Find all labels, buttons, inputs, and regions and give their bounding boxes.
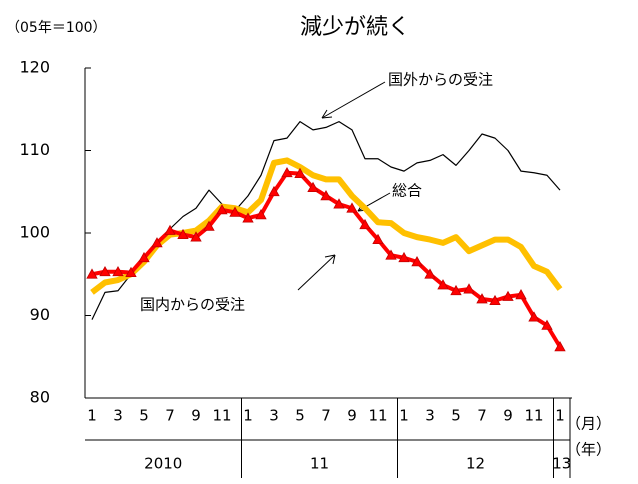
x-tick-label: 5	[295, 407, 305, 425]
x-unit-month: （月）	[566, 415, 611, 433]
x-tick-label: 7	[321, 407, 331, 425]
marker	[242, 212, 254, 223]
marker	[476, 293, 488, 304]
marker	[151, 237, 163, 248]
arrow-head	[321, 109, 333, 119]
annotation: 総合	[392, 182, 422, 200]
annotation: 国外からの受注	[388, 71, 493, 89]
x-tick-label: 7	[165, 407, 175, 425]
marker	[333, 198, 345, 209]
year-label: 2010	[144, 455, 182, 473]
marker	[359, 218, 371, 230]
marker	[424, 268, 436, 279]
marker	[307, 181, 319, 193]
marker	[125, 266, 137, 277]
marker	[437, 279, 449, 290]
marker	[346, 202, 358, 213]
year-label: 12	[466, 455, 485, 473]
marker	[411, 256, 423, 267]
series-line	[91, 121, 561, 320]
x-tick-label: 3	[425, 407, 435, 425]
x-tick-label: 11	[212, 407, 231, 425]
marker	[99, 265, 111, 277]
x-tick-label: 9	[191, 407, 201, 425]
series-line	[90, 157, 563, 295]
arrow	[297, 254, 336, 291]
x-tick-label: 1	[555, 407, 565, 425]
y-tick-label: 120	[19, 58, 50, 77]
y-axis-label: （05年＝100）	[6, 20, 107, 36]
marker	[255, 209, 267, 220]
marker	[385, 249, 397, 260]
y-tick-label: 110	[19, 140, 50, 159]
x-tick-label: 1	[87, 407, 97, 425]
x-tick-label: 11	[368, 407, 387, 425]
arrow-head	[324, 254, 336, 265]
marker	[398, 251, 410, 263]
year-label: 13	[552, 455, 571, 473]
marker	[515, 289, 527, 300]
marker	[164, 224, 176, 235]
marker	[372, 233, 384, 244]
marker	[489, 294, 501, 306]
marker	[528, 311, 540, 322]
marker	[112, 265, 124, 277]
marker	[294, 167, 306, 178]
x-tick-label: 9	[503, 407, 513, 425]
marker	[138, 251, 150, 263]
marker	[268, 185, 280, 197]
marker	[554, 341, 566, 352]
marker	[281, 166, 293, 178]
annotation: 国内からの受注	[140, 296, 245, 314]
chart-title: 減少が続く	[300, 15, 410, 40]
x-unit-year: （年）	[566, 441, 611, 459]
arrow	[321, 81, 386, 119]
marker	[203, 220, 215, 231]
x-tick-label: 11	[524, 407, 543, 425]
marker	[463, 283, 475, 294]
y-tick-label: 80	[30, 388, 50, 407]
x-tick-label: 7	[477, 407, 487, 425]
x-tick-label: 5	[451, 407, 461, 425]
x-tick-label: 3	[113, 407, 123, 425]
y-tick-label: 100	[19, 223, 50, 242]
year-label: 11	[310, 455, 329, 473]
marker	[177, 228, 189, 240]
marker	[541, 319, 553, 330]
x-tick-label: 9	[347, 407, 357, 425]
y-tick-label: 90	[30, 305, 50, 324]
marker	[86, 268, 98, 279]
marker	[216, 204, 228, 215]
marker	[502, 290, 514, 301]
x-tick-label: 1	[399, 407, 409, 425]
marker	[190, 231, 202, 242]
x-tick-label: 3	[269, 407, 279, 425]
x-tick-label: 1	[243, 407, 253, 425]
x-tick-label: 5	[139, 407, 149, 425]
marker	[229, 206, 241, 217]
marker	[450, 284, 462, 296]
marker	[320, 190, 332, 201]
